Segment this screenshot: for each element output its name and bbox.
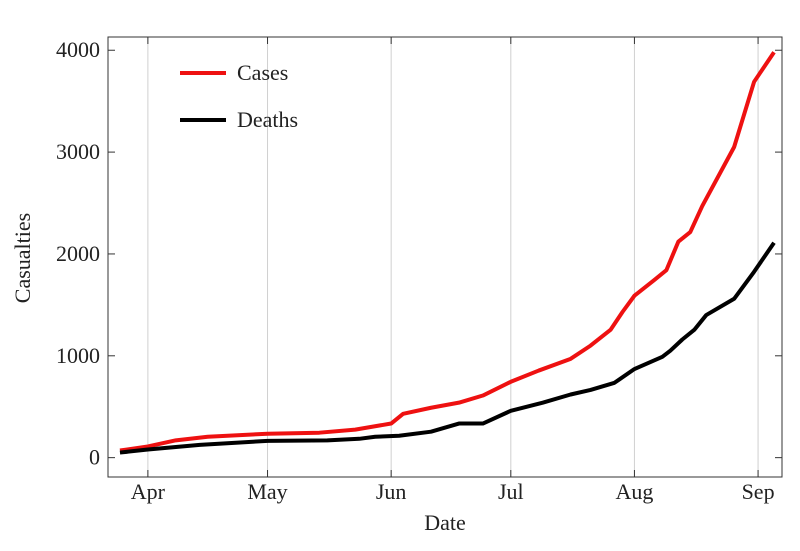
y-tick-label: 1000	[56, 343, 100, 368]
y-axis-label: Casualties	[10, 213, 35, 303]
legend-label: Deaths	[237, 107, 298, 132]
x-tick-label: Jun	[376, 479, 407, 504]
x-tick-label: May	[247, 479, 287, 504]
y-tick-label: 0	[89, 445, 100, 470]
x-axis-label: Date	[424, 510, 466, 535]
y-tick-label: 2000	[56, 241, 100, 266]
y-tick-label: 4000	[56, 37, 100, 62]
x-tick-label: Apr	[131, 479, 166, 504]
x-tick-label: Sep	[742, 479, 775, 504]
legend-label: Cases	[237, 60, 288, 85]
x-tick-label: Aug	[615, 479, 653, 504]
data-line	[119, 51, 776, 453]
y-tick-label: 3000	[56, 139, 100, 164]
data-line	[119, 241, 776, 455]
x-tick-label: Jul	[498, 479, 524, 504]
plot-frame	[107, 36, 783, 478]
